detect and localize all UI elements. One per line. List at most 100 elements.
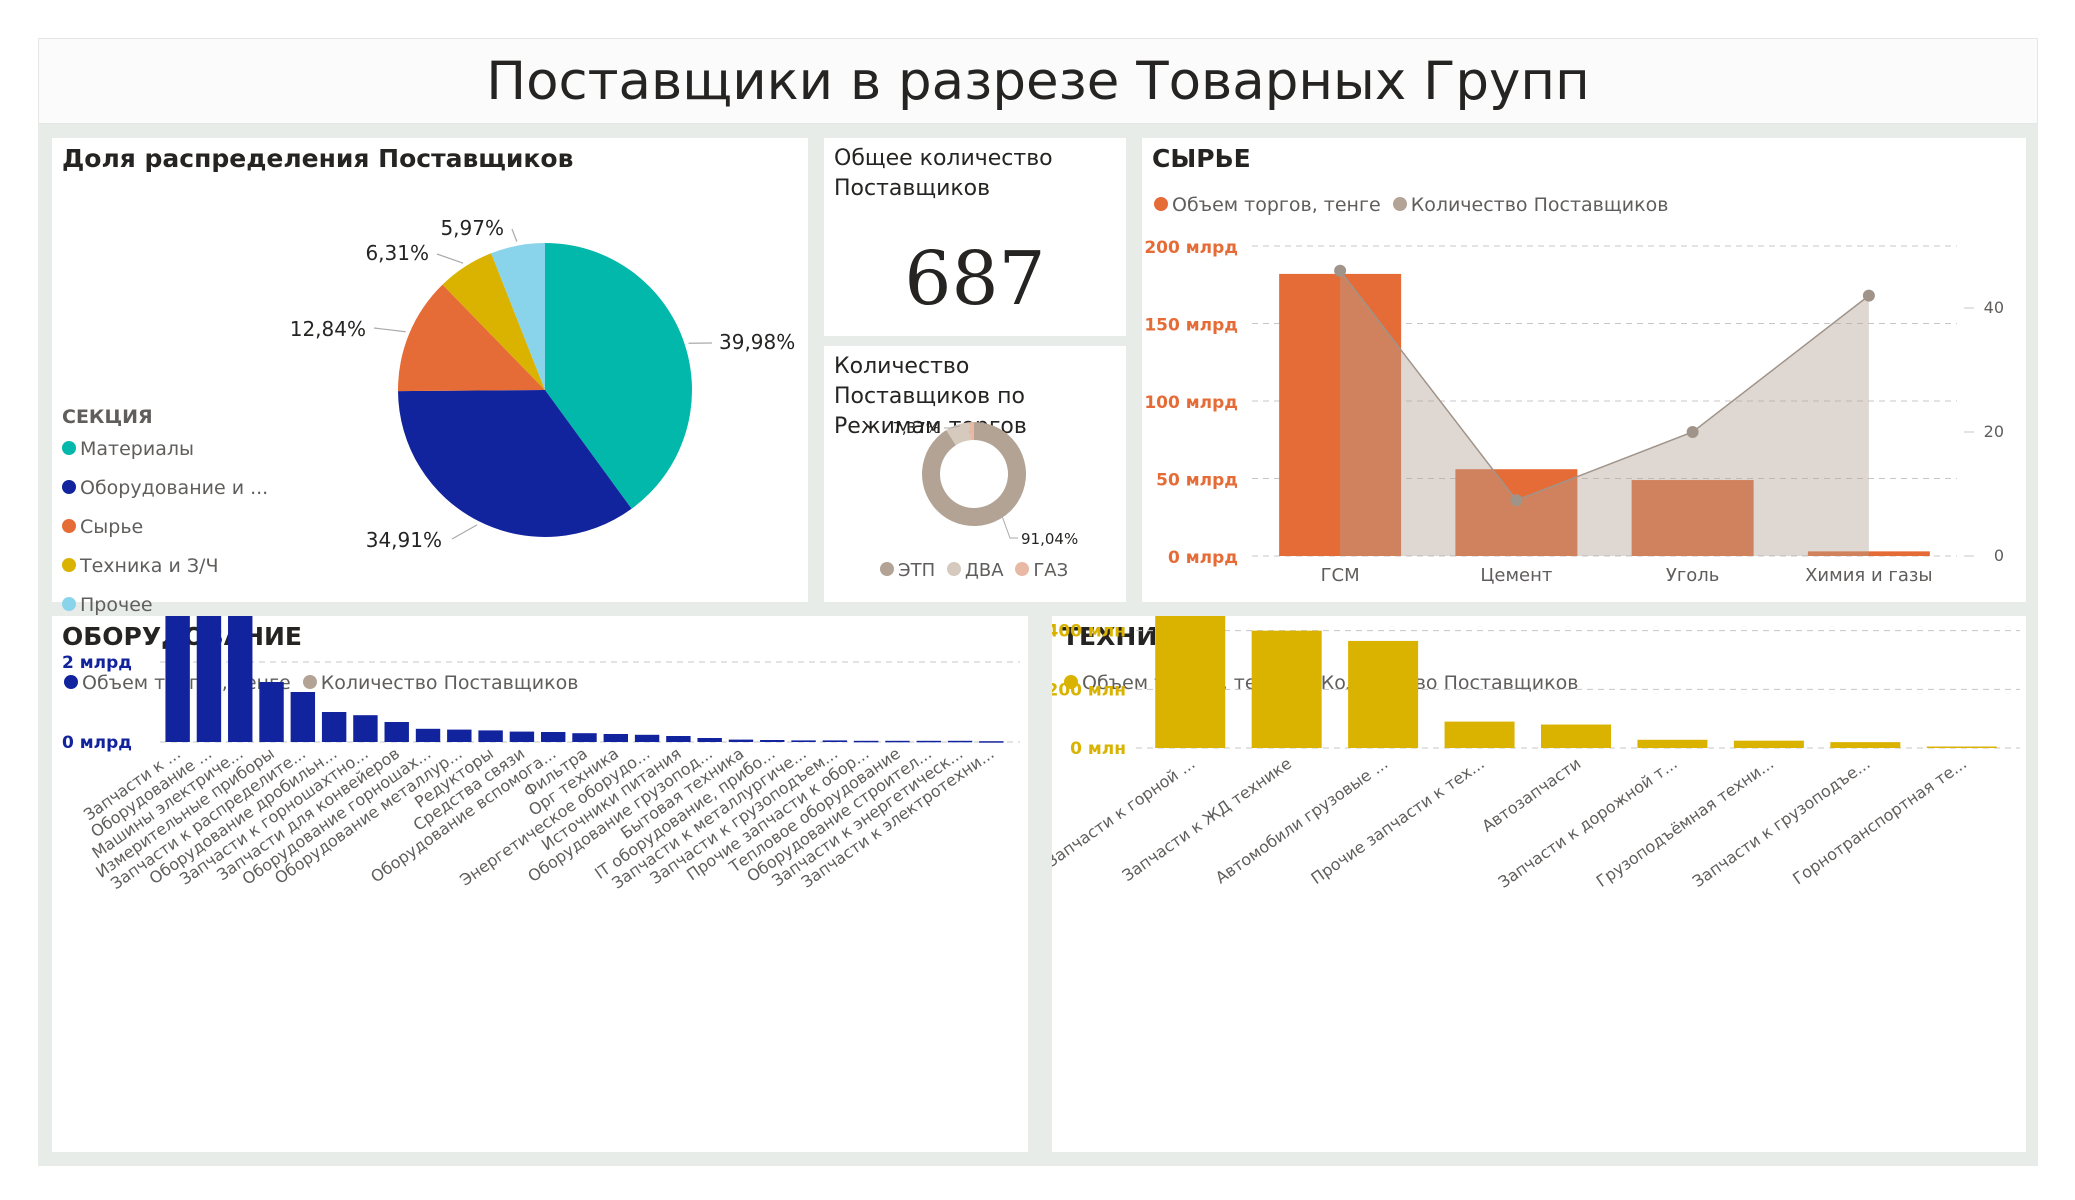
legend-dot-icon	[946, 562, 961, 576]
bar	[1926, 746, 1997, 748]
bar	[1279, 273, 1402, 556]
bar	[1830, 742, 1901, 748]
legend-dot-icon	[1154, 196, 1168, 211]
line-point	[1862, 289, 1875, 302]
legend-item-other[interactable]: Прочее	[62, 594, 268, 633]
bar	[947, 740, 973, 743]
bar	[1631, 480, 1754, 556]
raw-materials-combo-chart[interactable]: 0 млрд 50 млрд 100 млрд 150 млрд 200 млрд 0 20…	[1142, 138, 2026, 602]
bar	[634, 734, 660, 742]
trade-modes-legend: ЭТП ДВА ГАЗ	[880, 560, 1068, 581]
kpi-card: Общее количество Поставщиков 687	[824, 138, 1126, 336]
supplier-share-panel: Доля распределения Поставщиков СЕКЦИЯ Ма…	[52, 138, 808, 616]
legend-dot-icon	[62, 557, 76, 572]
bar	[290, 692, 316, 742]
legend-dot-icon	[62, 518, 76, 533]
bar	[760, 740, 785, 742]
x-tick-label: Уголь	[1666, 565, 1720, 586]
y-tick-label: 50 млрд	[1156, 471, 1238, 491]
y-tick-label: 100 млрд	[1144, 393, 1238, 413]
legend-item-raw[interactable]: Сырье	[62, 516, 268, 555]
title-bar: Поставщики в разрезе Товарных Групп	[38, 38, 2038, 124]
x-tick-label: Запчасти к ЖД технике	[1119, 754, 1295, 885]
bar	[228, 616, 253, 742]
bar	[822, 740, 848, 742]
legend-dot-icon	[62, 479, 76, 494]
legend-item-dva[interactable]: ДВА	[946, 560, 1004, 581]
bar	[415, 728, 441, 742]
bar	[697, 738, 722, 742]
raw-materials-title: СЫРЬЕ	[1152, 144, 1251, 173]
legend-item-equipment[interactable]: Оборудование и ...	[62, 477, 268, 516]
bar	[1807, 551, 1930, 556]
bar	[321, 712, 347, 742]
bar	[728, 739, 754, 742]
y-tick-label: 400 млн	[1052, 622, 1126, 642]
y-tick-label: 0 млн	[1070, 739, 1126, 759]
bar	[1541, 724, 1611, 748]
donut-leader-line	[1001, 515, 1018, 539]
y-tick-label: 0 млрд	[1168, 548, 1238, 568]
x-tick-label: ГСМ	[1321, 565, 1360, 586]
y-tick-label: 0 млрд	[62, 733, 132, 753]
pie-leader-line	[451, 524, 478, 540]
x-tick-label: Запчасти к грузоподъе...	[1689, 754, 1874, 891]
donut-slice	[922, 422, 1026, 526]
x-tick-label: Грузоподъёмная техни...	[1593, 754, 1778, 891]
y-tick-label: 200 млрд	[1144, 238, 1238, 258]
bar	[196, 616, 222, 742]
legend-dot-icon	[64, 674, 78, 689]
pie-leader-line	[511, 228, 518, 242]
legend-item-materials[interactable]: Материалы	[62, 438, 268, 477]
trade-modes-donut-chart[interactable]: 91,04% 7,37%	[824, 346, 1126, 602]
bar	[384, 722, 409, 742]
x-tick-label: Прочие запчасти к тех...	[1307, 754, 1487, 888]
bar	[666, 736, 691, 742]
legend-item-etp[interactable]: ЭТП	[880, 560, 935, 581]
pie-slice	[545, 243, 692, 509]
y2-tick-label: 40	[1984, 298, 2004, 317]
x-tick-label: Запчасти к дорожной т...	[1495, 754, 1681, 892]
legend-dot-icon	[1064, 674, 1078, 689]
donut-slice	[968, 422, 974, 441]
legend-item-tech[interactable]: Техника и З/Ч	[62, 555, 268, 594]
legend-item-gaz[interactable]: ГАЗ	[1015, 560, 1068, 581]
legend-item-count[interactable]: Количество Поставщиков	[1392, 194, 1668, 216]
y-tick-label: 200 млн	[1052, 680, 1126, 700]
bar	[1348, 640, 1419, 748]
kpi-label: Общее количество Поставщиков	[834, 146, 1053, 201]
pie-leader-line	[436, 253, 464, 264]
pie-slice	[442, 253, 545, 390]
legend-item-volume[interactable]: Объем торгов, тенге	[1154, 194, 1381, 216]
x-tick-label: Цемент	[1480, 565, 1552, 586]
donut-data-label: 7,37%	[892, 419, 940, 437]
legend-dot-icon	[62, 440, 76, 455]
x-tick-label: Химия и газы	[1805, 565, 1933, 586]
line-point	[1686, 426, 1699, 438]
bar	[1637, 739, 1708, 748]
section-legend: СЕКЦИЯ Материалы Оборудование и ... Сырь…	[62, 406, 268, 633]
equipment-panel: ОБОРУДОВАНИЕ Объем торгов, тенге Количес…	[52, 616, 1028, 1152]
legend-dot-icon	[62, 596, 76, 611]
trade-modes-panel: Количество Поставщиков по Режимам торгов…	[824, 346, 1126, 602]
y-tick-label: 150 млрд	[1144, 316, 1238, 336]
bar	[540, 732, 566, 742]
bar	[478, 730, 503, 742]
legend-dot-icon	[1015, 562, 1030, 576]
area-series	[1340, 270, 1869, 556]
pie-data-label: 39,98%	[719, 330, 795, 354]
x-tick-label: Автомобили грузовые ...	[1212, 754, 1392, 888]
line-point	[1334, 264, 1347, 277]
bar	[1155, 616, 1226, 748]
bar	[1444, 721, 1515, 748]
legend-item-count[interactable]: Количество Поставщиков	[302, 672, 578, 694]
raw-materials-panel: СЫРЬЕ Объем торгов, тенге Количество Пос…	[1142, 138, 2026, 602]
section-legend-title: СЕКЦИЯ	[62, 406, 153, 428]
legend-dot-icon	[1392, 196, 1407, 211]
x-tick-label: Горнотранспортная те...	[1789, 754, 1970, 889]
bar	[1733, 740, 1804, 748]
pie-slice	[491, 243, 545, 390]
supplier-share-pie-chart[interactable]: 39,98% 34,91% 12,84% 6,31% 5,97%	[52, 138, 808, 602]
